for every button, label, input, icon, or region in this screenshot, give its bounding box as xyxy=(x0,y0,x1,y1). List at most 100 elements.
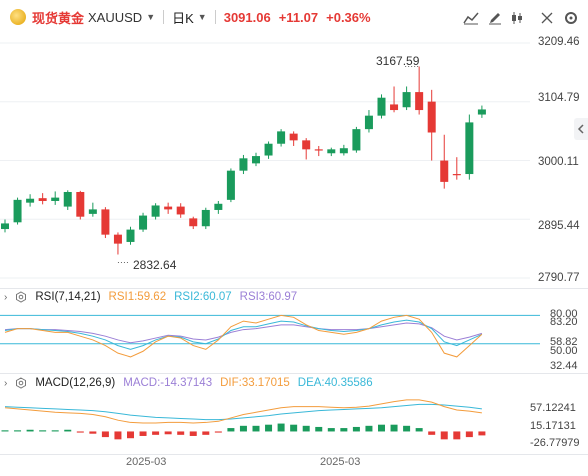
last-price: 3091.06 xyxy=(223,9,271,25)
macd-bar xyxy=(252,425,260,432)
rsi-axis-label: 50.00 xyxy=(550,345,578,357)
macd-bar xyxy=(152,431,160,435)
macd-value: MACD:-14.37143 xyxy=(123,377,213,389)
price-change: +11.07 xyxy=(278,9,319,25)
macd-bar xyxy=(403,425,411,432)
candle xyxy=(38,193,47,205)
rsi3-value: RSI3:60.97 xyxy=(239,291,298,303)
candle-style-icon[interactable] xyxy=(508,9,526,27)
candle xyxy=(201,207,210,230)
draw-pencil-icon[interactable] xyxy=(486,9,504,27)
macd-title[interactable]: MACD(12,26,9) xyxy=(35,377,116,389)
candle xyxy=(26,194,35,207)
macd-bar xyxy=(177,431,185,435)
price-axis-label: 3209.46 xyxy=(538,36,580,48)
macd-chart xyxy=(1,399,486,440)
rsi-title[interactable]: RSI(7,14,21) xyxy=(35,291,101,303)
candle xyxy=(327,147,336,157)
macd-bar xyxy=(39,430,47,432)
dea-value: DEA:40.35586 xyxy=(297,377,373,389)
macd-legend: › MACD(12,26,9) MACD:-14.37143 DIF:33.17… xyxy=(4,377,373,389)
low-annotation: 2832.64 xyxy=(133,258,177,272)
candle xyxy=(477,105,486,118)
price-axis-label: 2895.44 xyxy=(538,220,580,232)
candlestick-chart[interactable] xyxy=(0,34,588,288)
macd-bar xyxy=(428,431,436,435)
instrument-name[interactable]: 现货黄金 xyxy=(32,10,85,26)
settings-gear-icon[interactable] xyxy=(15,291,27,303)
macd-bar xyxy=(101,431,109,438)
fullscreen-icon[interactable] xyxy=(538,9,556,27)
macd-bar xyxy=(214,431,222,433)
candle xyxy=(164,202,173,214)
macd-bar xyxy=(365,425,373,432)
candle xyxy=(352,126,361,153)
collapse-arrow-icon[interactable]: › xyxy=(4,291,8,303)
macd-bar xyxy=(277,423,285,432)
price-axis-label: 2790.77 xyxy=(538,272,580,284)
macd-bar xyxy=(378,424,385,432)
candle xyxy=(239,154,248,175)
candle xyxy=(101,207,110,239)
candle xyxy=(126,226,135,245)
macd-axis-label: 15.17131 xyxy=(530,420,576,432)
candle xyxy=(390,86,399,113)
candle xyxy=(289,131,298,146)
rsi-axis-label: 83.20 xyxy=(550,316,578,328)
rsi-axis-label: 58.82 xyxy=(550,336,578,348)
chevron-down-icon[interactable]: ▼ xyxy=(146,12,156,22)
macd-bar xyxy=(64,429,72,432)
price-change-percent: +0.36% xyxy=(326,9,371,25)
candle xyxy=(63,190,72,210)
timeframe-selector[interactable]: 日K xyxy=(172,10,194,26)
macd-bar xyxy=(265,424,273,432)
rsi-axis-label: 32.44 xyxy=(550,360,578,372)
candle xyxy=(1,219,9,233)
candle xyxy=(364,110,373,133)
candle xyxy=(151,203,160,220)
collapse-arrow-icon[interactable]: › xyxy=(4,377,8,389)
candle xyxy=(465,114,474,180)
macd-bar xyxy=(89,431,97,434)
price-axis-label: 3104.79 xyxy=(538,92,580,104)
candle xyxy=(314,145,323,157)
candle xyxy=(51,191,60,205)
macd-bar xyxy=(189,431,197,436)
macd-bar xyxy=(453,431,461,440)
candle xyxy=(264,141,273,159)
macd-bar xyxy=(390,424,398,432)
macd-bar xyxy=(440,431,448,440)
high-annotation: 3167.59 xyxy=(376,54,420,68)
candle xyxy=(113,232,122,255)
macd-bar xyxy=(465,431,473,438)
gold-coin-icon xyxy=(10,9,26,25)
chevron-down-icon[interactable]: ▼ xyxy=(197,12,207,22)
date-label: 2025-03 xyxy=(126,456,167,468)
candle xyxy=(176,203,185,218)
candle xyxy=(139,212,148,232)
candle xyxy=(226,168,235,203)
indicator-icon[interactable] xyxy=(462,9,480,27)
price-axis-label: 3000.11 xyxy=(538,156,579,168)
date-label: 2025-03 xyxy=(320,456,361,468)
macd-bar xyxy=(127,431,134,439)
candle xyxy=(377,94,386,119)
macd-bar xyxy=(239,425,247,432)
candle xyxy=(402,86,411,111)
chevron-left-icon[interactable] xyxy=(574,118,588,140)
settings-icon[interactable] xyxy=(562,9,580,27)
candle xyxy=(189,216,198,230)
macd-bar xyxy=(26,429,34,432)
candle xyxy=(302,138,311,160)
candle xyxy=(339,144,348,156)
rsi-legend: › RSI(7,14,21) RSI1:59.62 RSI2:60.07 RSI… xyxy=(4,291,297,303)
symbol-selector[interactable]: XAUUSD xyxy=(88,9,143,25)
candle xyxy=(13,197,22,225)
settings-gear-icon[interactable] xyxy=(15,377,27,389)
candle xyxy=(214,200,223,214)
macd-bar xyxy=(202,431,210,435)
rsi-chart xyxy=(0,314,540,358)
macd-bar xyxy=(164,431,172,435)
macd-bar xyxy=(139,431,147,436)
candle xyxy=(88,202,97,217)
